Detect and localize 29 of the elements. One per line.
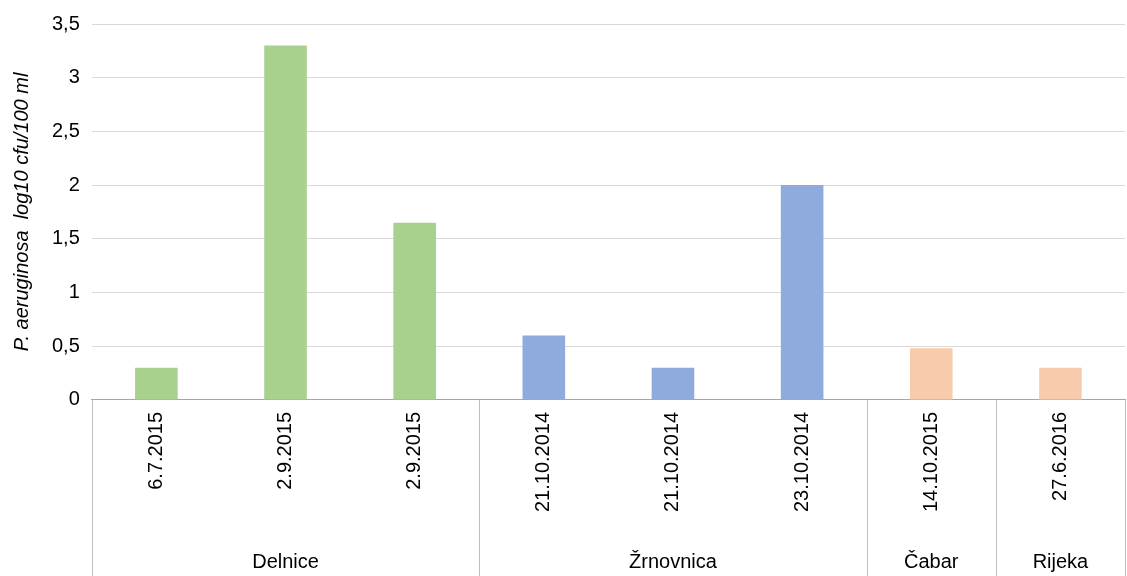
bar xyxy=(780,185,824,400)
y-tick-label: 1,5 xyxy=(51,226,80,249)
y-axis-title: P. aeruginosa log10 cfu/100 ml xyxy=(9,72,32,352)
y-tick-label: 0 xyxy=(68,387,80,410)
y-tick-label: 3,5 xyxy=(51,11,80,34)
bar xyxy=(393,222,436,400)
x-tick-label: 6.7.2015 xyxy=(143,411,166,490)
x-tick-label: 21.10.2014 xyxy=(660,411,683,513)
text: Žrnovnica xyxy=(629,549,718,572)
x-tick-label: 23.10.2014 xyxy=(789,411,812,513)
x-tick-label: 2.9.2015 xyxy=(402,411,425,490)
y-tick-label: 2 xyxy=(68,172,80,195)
bar xyxy=(522,335,566,400)
text: Rijeka xyxy=(1032,549,1090,572)
y-tick-label: 3 xyxy=(68,65,80,88)
y-tick-label: 1 xyxy=(68,280,80,303)
bar xyxy=(651,367,695,400)
y-tick-label: 2,5 xyxy=(51,118,80,141)
x-tick-label: 21.10.2014 xyxy=(531,411,554,513)
bar xyxy=(264,45,307,400)
x-tick-label: 27.6.2016 xyxy=(1047,411,1070,501)
text: Čabar xyxy=(904,549,959,572)
y-tick-label: 0,5 xyxy=(51,333,80,356)
x-tick-label: 14.10.2015 xyxy=(918,411,941,513)
bar xyxy=(1039,367,1082,400)
x-tick-label: 2.9.2015 xyxy=(273,411,296,490)
bar xyxy=(135,367,178,400)
text: Delnice xyxy=(252,549,319,572)
bar xyxy=(909,348,953,400)
